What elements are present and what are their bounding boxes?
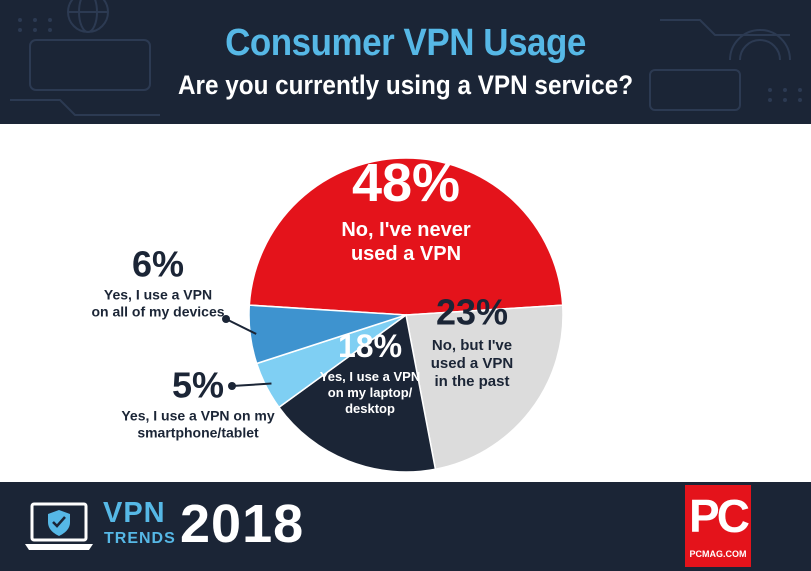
- pie-slice-laptop: [277, 313, 437, 473]
- pie-slice-never: [248, 157, 564, 316]
- slice-label-all-devices: on all of my devices: [91, 304, 224, 320]
- brand-year: 2018: [180, 494, 305, 554]
- slice-percent-all-devices: 6%: [132, 244, 184, 285]
- pie-slice-past: [405, 304, 564, 471]
- slice-label-laptop: Yes, I use a VPN: [320, 369, 420, 384]
- pie-slice-all-devices: [248, 304, 407, 365]
- leader-dot-all-devices: [222, 315, 230, 323]
- slice-percent-smartphone: 5%: [172, 365, 224, 406]
- chart-subtitle: Are you currently using a VPN service?: [177, 70, 634, 100]
- slice-label-past: in the past: [434, 373, 509, 390]
- slice-percent-laptop: 18%: [338, 328, 402, 364]
- slice-label-past: used a VPN: [431, 355, 514, 372]
- footer-banner: VPN TRENDS 2018 PC PCMAG.COM: [0, 482, 811, 571]
- slice-label-smartphone: Yes, I use a VPN on my: [121, 408, 275, 424]
- header-banner: Consumer VPN Usage Are you currently usi…: [0, 0, 811, 124]
- brand-vpn-label: VPN: [103, 497, 166, 529]
- slice-label-laptop: on my laptop/: [328, 385, 413, 400]
- slice-label-never: No, I've never: [341, 219, 470, 241]
- slice-label-past: No, but I've: [432, 337, 512, 354]
- pcmag-logo[interactable]: PC PCMAG.COM: [685, 485, 751, 567]
- leader-line-smartphone: [231, 382, 272, 387]
- slice-label-never: used a VPN: [351, 243, 461, 265]
- chart-title: Consumer VPN Usage: [225, 22, 586, 64]
- slice-label-all-devices: Yes, I use a VPN: [104, 287, 212, 303]
- leader-dot-smartphone: [228, 382, 236, 390]
- pcmag-logo-url: PCMAG.COM: [689, 549, 747, 559]
- brand-trends-label: TRENDS: [104, 530, 176, 547]
- laptop-shield-icon: [25, 502, 93, 550]
- slice-percent-past: 23%: [436, 292, 508, 333]
- slice-percent-never: 48%: [352, 153, 460, 213]
- slice-label-laptop: desktop: [345, 401, 395, 416]
- header-background-pattern: [10, 0, 802, 116]
- leader-line-all-devices: [225, 318, 257, 335]
- pcmag-logo-mark: PC: [689, 490, 750, 542]
- slice-label-smartphone: smartphone/tablet: [137, 425, 259, 441]
